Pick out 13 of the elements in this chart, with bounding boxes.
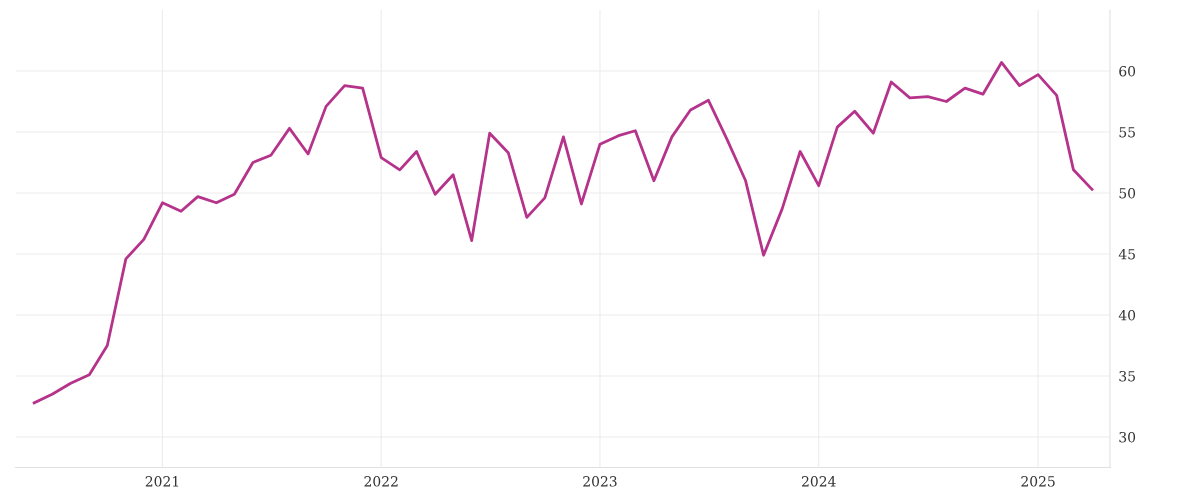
y-tick-label: 45: [1118, 248, 1135, 260]
x-tick-label: 2023: [583, 476, 617, 487]
y-tick-label: 30: [1119, 431, 1136, 443]
line-series: [32, 61, 1094, 405]
x-tick-label: 2022: [364, 476, 398, 487]
y-tick-label: 35: [1119, 370, 1135, 382]
y-tick-label: 60: [1119, 65, 1136, 77]
x-tick-label: 2025: [1021, 476, 1055, 487]
y-tick-label: 40: [1118, 309, 1136, 321]
x-tick-label: 2024: [801, 476, 836, 487]
y-tick-label: 55: [1119, 127, 1135, 138]
x-tick-label: 2021: [145, 476, 179, 487]
y-tick-label: 50: [1119, 187, 1136, 199]
